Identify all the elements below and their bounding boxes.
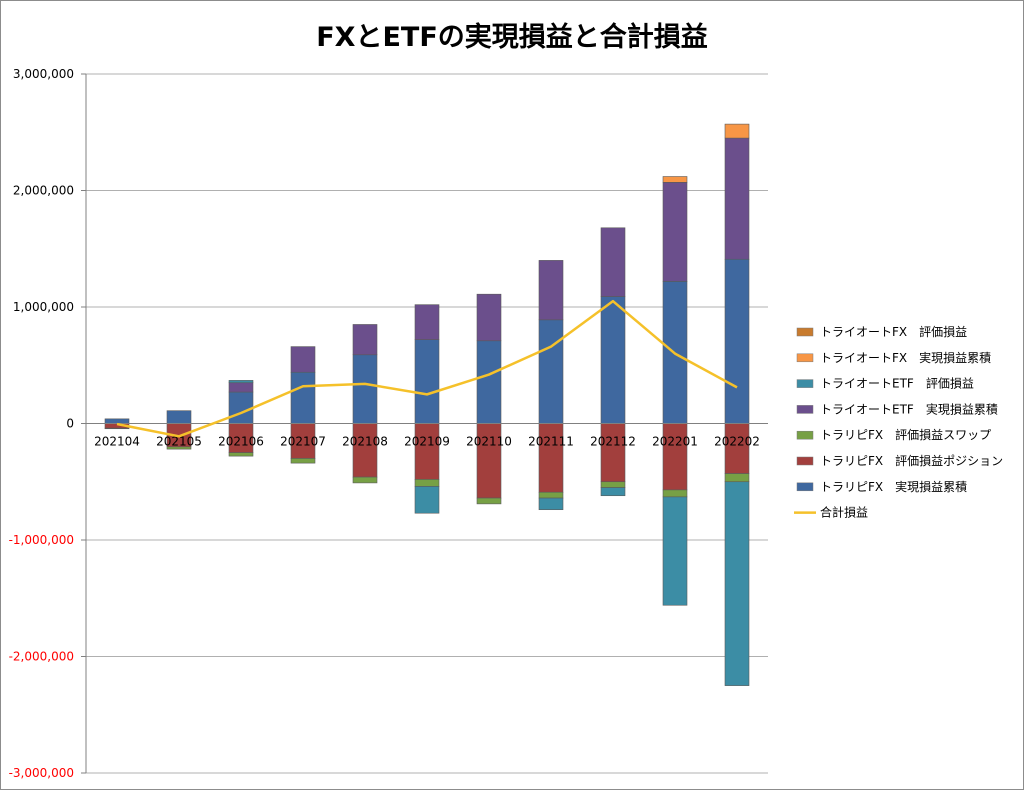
x-tick-label: 202105 <box>156 435 202 449</box>
line-series-total <box>116 299 738 438</box>
y-tick-label: -2,000,000 <box>9 650 74 664</box>
y-tick-label: -1,000,000 <box>9 533 74 547</box>
legend-label: トラリピFX 実現損益累積 <box>820 479 967 494</box>
x-tick-label: 202107 <box>280 435 326 449</box>
bar-segment <box>476 423 502 499</box>
legend-swatch <box>796 482 814 492</box>
bar-segment <box>228 452 254 457</box>
bar-segment <box>290 371 316 424</box>
bar-segment <box>724 473 750 483</box>
bar-segment <box>166 410 192 424</box>
bar-segment <box>662 182 688 282</box>
bar-segment <box>538 491 564 499</box>
y-tick-label: 0 <box>66 417 74 431</box>
legend-swatch <box>796 379 814 388</box>
x-tick-label: 202112 <box>590 435 636 449</box>
bar-segment <box>414 304 440 340</box>
bar-segment <box>290 458 316 464</box>
bar-segment <box>724 137 750 260</box>
bar-segment <box>600 423 626 483</box>
bar-segment <box>538 497 564 511</box>
bar-segment <box>600 296 626 424</box>
bar-segment <box>414 339 440 424</box>
bar-segment <box>538 260 564 321</box>
bars <box>104 123 750 686</box>
total-line-series <box>116 299 738 438</box>
bar-segment <box>290 346 316 373</box>
y-tick-label: -3,000,000 <box>9 766 74 780</box>
legend-swatch <box>796 353 814 363</box>
bar-segment <box>476 497 502 505</box>
bar-segment <box>600 227 626 297</box>
x-tick-label: 202104 <box>94 435 140 449</box>
legend-swatch <box>796 430 814 440</box>
legend-label: トラリピFX 評価損益ポジション <box>820 453 1003 468</box>
bar-segment <box>228 423 254 453</box>
legend-label: トライオートETF 実現損益累積 <box>820 401 998 416</box>
bar-segment <box>600 481 626 488</box>
bar-segment <box>228 380 254 384</box>
y-tick-label: 2,000,000 <box>13 184 74 198</box>
legend-label: トラリピFX 評価損益スワップ <box>820 427 991 442</box>
bar-segment <box>352 324 378 356</box>
x-tick-label: 202201 <box>652 435 698 449</box>
bar-segment <box>414 479 440 487</box>
x-tick-label: 202110 <box>466 435 512 449</box>
bar-segment <box>414 423 440 480</box>
bar-segment <box>724 258 750 424</box>
bar-segment <box>724 481 750 686</box>
legend-label: 合計損益 <box>820 505 868 520</box>
bar-segment <box>538 319 564 424</box>
y-tick-label: 1,000,000 <box>13 300 74 314</box>
chart-title: FXとETFの実現損益と合計損益 <box>316 22 708 53</box>
bar-segment <box>228 382 254 393</box>
x-tick-label: 202106 <box>218 435 264 449</box>
bar-segment <box>476 293 502 342</box>
bar-segment <box>600 487 626 497</box>
legend-label: トライオートFX 評価損益 <box>820 324 967 339</box>
bar-segment <box>538 423 564 493</box>
bar-segment <box>662 176 688 183</box>
bar-segment <box>352 354 378 424</box>
legend-swatch <box>796 456 814 466</box>
bar-segment <box>352 423 378 478</box>
legend-swatch <box>796 405 814 414</box>
bar-segment <box>724 423 750 474</box>
x-tick-label: 202108 <box>342 435 388 449</box>
y-axis: 3,000,000 2,000,000 1,000,000 0 -1,000,000 -2… <box>9 67 87 780</box>
x-tick-label: 202202 <box>714 435 760 449</box>
bar-segment <box>724 123 750 139</box>
bar-segment <box>352 476 378 484</box>
legend-label: トライオートFX 実現損益累積 <box>820 350 991 365</box>
bar-segment <box>290 423 316 459</box>
bar-segment <box>228 391 254 424</box>
x-axis-labels: 202104 202105 202106 202107 202108 202109 2021… <box>94 435 760 449</box>
bar-segment <box>476 340 502 424</box>
x-tick-label: 202111 <box>528 435 574 449</box>
bar-segment <box>662 489 688 498</box>
bar-segment <box>166 446 192 450</box>
y-tick-label: 3,000,000 <box>13 67 74 81</box>
bar-segment <box>104 427 130 430</box>
bar-segment <box>662 423 688 491</box>
bar-segment <box>414 486 440 514</box>
bar-segment <box>104 418 130 424</box>
legend-swatch <box>796 327 814 337</box>
x-tick-label: 202109 <box>404 435 450 449</box>
legend-label: トライオートETF 評価損益 <box>820 376 974 391</box>
bar-segment <box>662 496 688 606</box>
